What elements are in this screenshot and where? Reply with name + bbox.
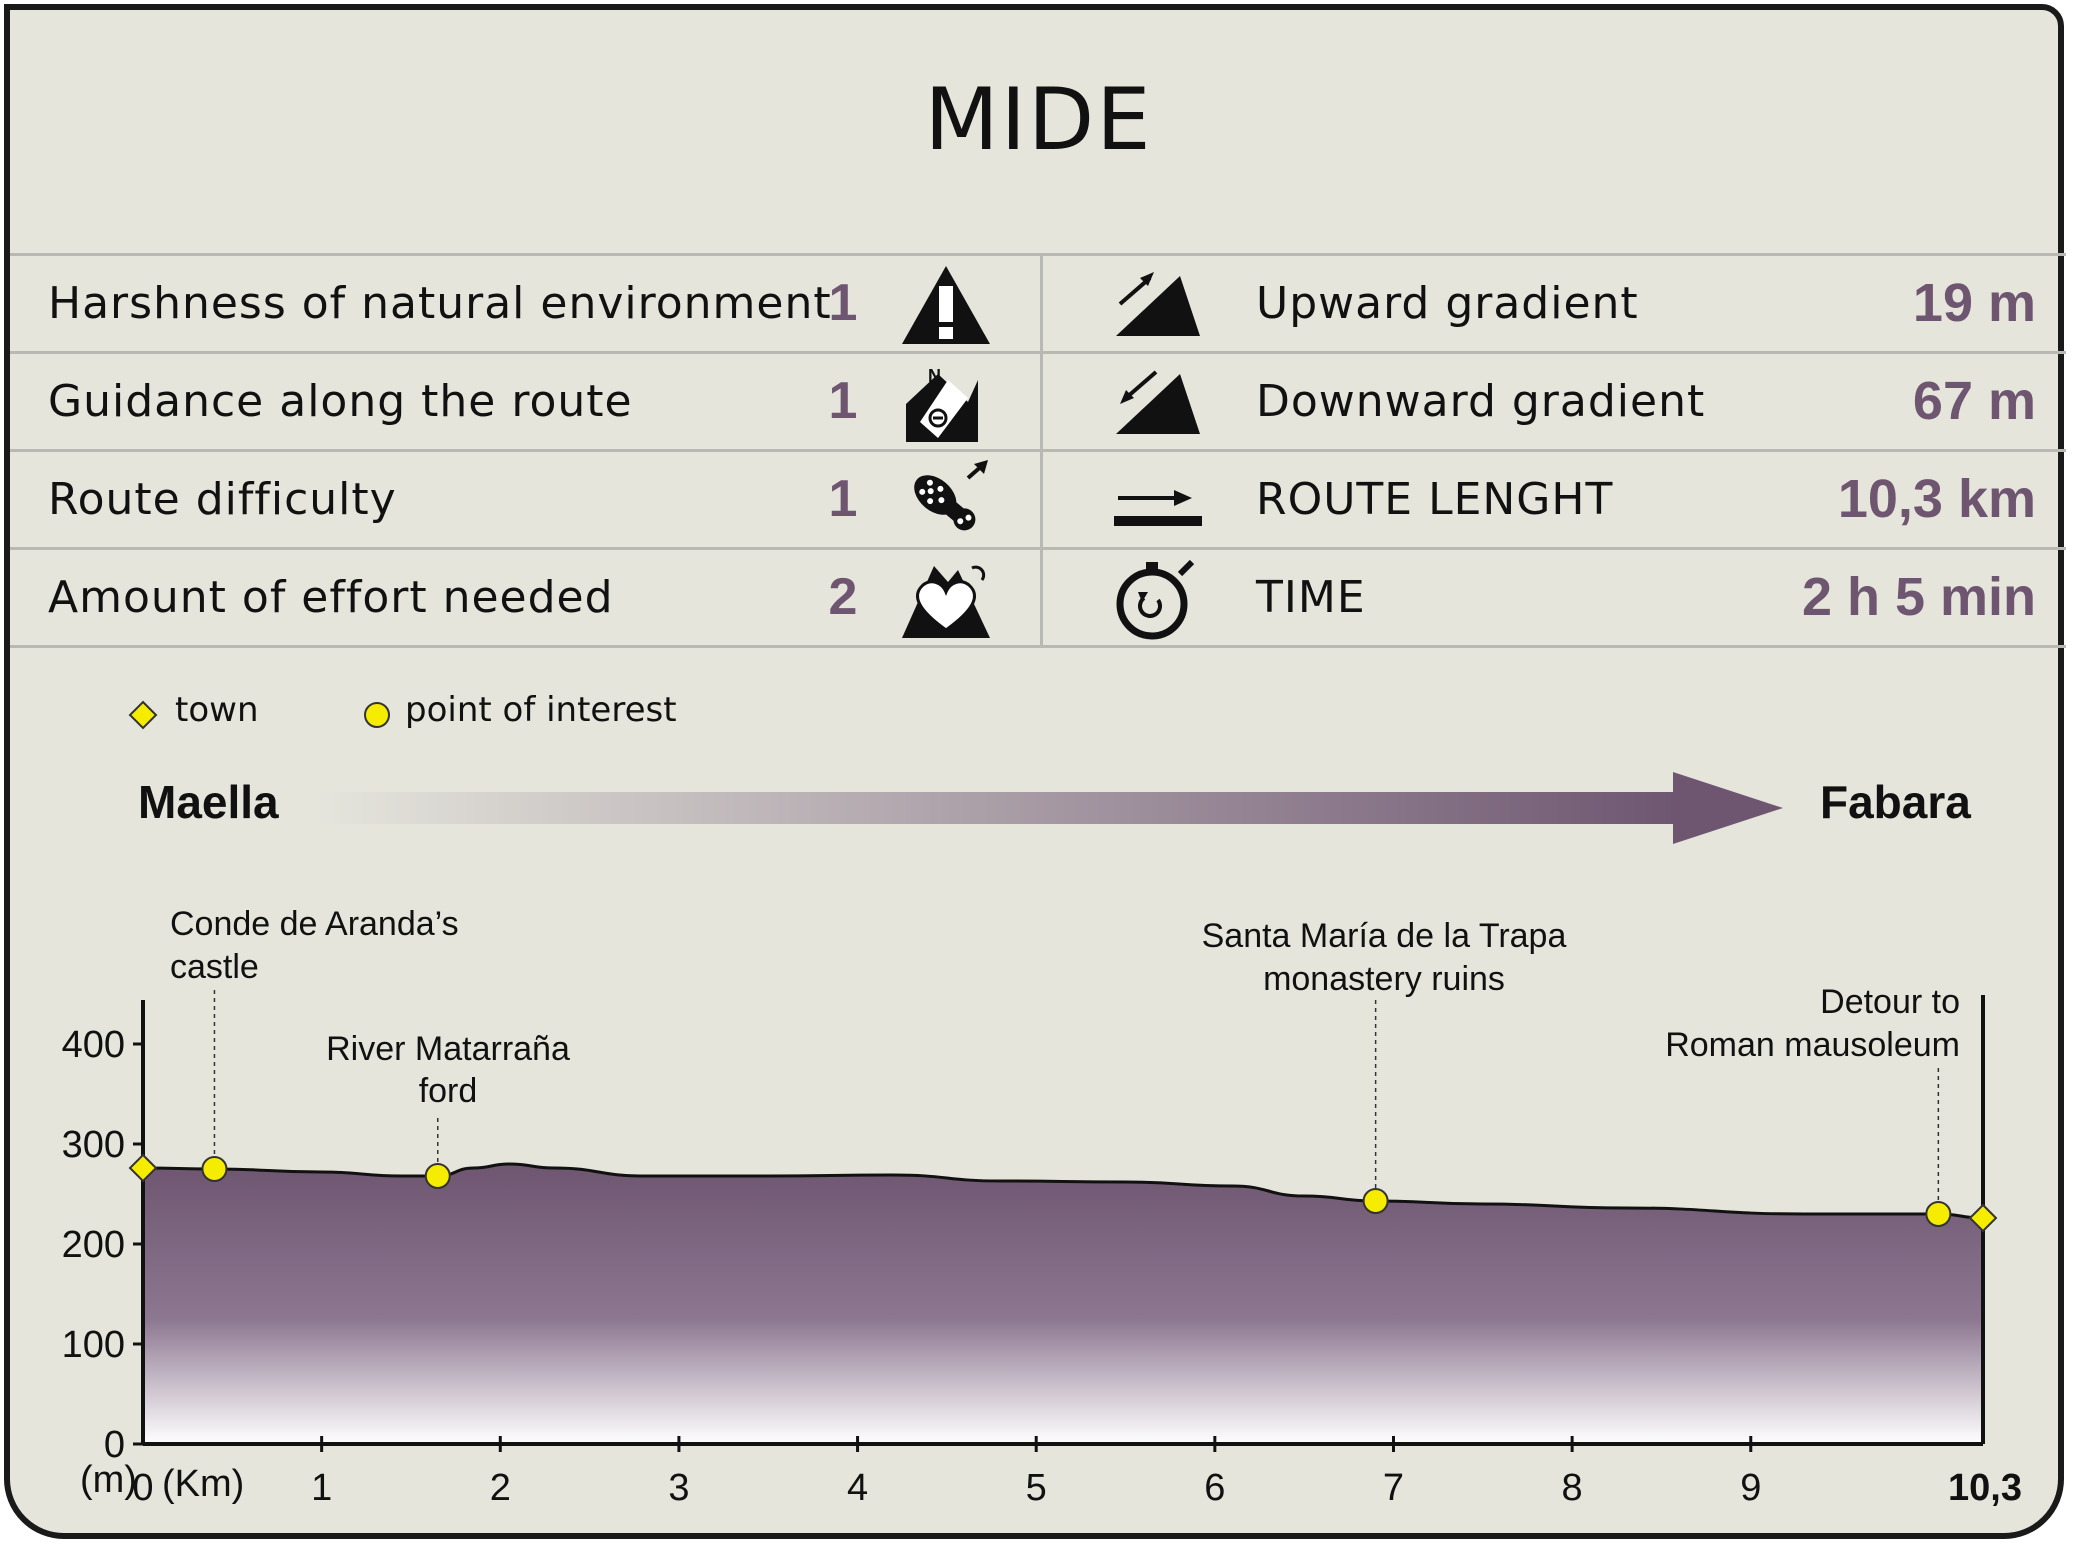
mide-row-guidance: Guidance along the route 1 N Downward gr… [10, 354, 2066, 452]
time-label: TIME [1256, 572, 1366, 623]
page-title: MIDE [924, 70, 1153, 170]
poi-marker [424, 1163, 451, 1189]
y-tick-label: 0 [104, 1424, 125, 1466]
distance-arrow-icon [1114, 490, 1202, 526]
poi-label: Santa María de la Trapa [1202, 917, 1567, 955]
time-value: 2 h 5 min [1801, 567, 2036, 627]
y-tick-label: 400 [62, 1024, 125, 1066]
mide-row-effort: Amount of effort needed 2 TIME 2 h 5 min [10, 550, 2066, 648]
mide-row-difficulty: Route difficulty 1 ROUTE LENGHT [10, 452, 2066, 550]
legend-town-label: town [175, 690, 259, 730]
x-tick-label: 10,3 [1948, 1467, 2022, 1509]
route-length-label: ROUTE LENGHT [1256, 474, 1614, 525]
guidance-score: 1 [828, 372, 858, 430]
poi-legend-icon [364, 702, 390, 728]
x-tick-label: 1 [311, 1467, 332, 1509]
svg-text:N: N [928, 366, 941, 386]
x-tick-label: 3 [668, 1467, 689, 1509]
town-marker [128, 1153, 158, 1183]
difficulty-score: 1 [828, 470, 858, 528]
descent-icon [1116, 370, 1200, 434]
mide-row-harshness: Harshness of natural environment 1 Upwar… [10, 256, 2066, 354]
effort-label: Amount of effort needed [48, 572, 614, 623]
stopwatch-icon [1116, 559, 1195, 640]
route-direction-arrow [318, 772, 1783, 844]
effort-score: 2 [828, 568, 858, 626]
upward-gradient-label: Upward gradient [1256, 278, 1639, 329]
poi-label: Roman mausoleum [1665, 1026, 1960, 1064]
warning-mountain-icon [902, 266, 990, 344]
ascent-icon [1116, 272, 1200, 336]
x-tick-label: 4 [847, 1467, 868, 1509]
x-tick-label: 0 [132, 1467, 153, 1509]
route-length-value: 10,3 km [1837, 469, 2036, 529]
poi-label: Detour to [1820, 983, 1960, 1021]
harshness-label: Harshness of natural environment [48, 278, 832, 329]
upward-gradient-value: 19 m [1912, 273, 2036, 333]
town-legend-icon [128, 700, 158, 730]
mide-table: Harshness of natural environment 1 Upwar… [10, 253, 2066, 648]
guidance-label: Guidance along the route [48, 376, 633, 427]
compass-mountain-icon: N [906, 366, 978, 442]
x-tick-label: 9 [1740, 1467, 1761, 1509]
elevation-line [142, 1162, 1984, 1220]
poi-marker [201, 1156, 228, 1182]
y-tick-label: 300 [62, 1124, 125, 1166]
poi-label: River Matarraña [326, 1030, 570, 1068]
harshness-score: 1 [828, 274, 858, 332]
legend-poi-label: point of interest [405, 690, 677, 730]
x-tick-label: 8 [1562, 1467, 1583, 1509]
x-tick-label: 5 [1026, 1467, 1047, 1509]
mide-column-divider [1040, 256, 1043, 646]
boot-sole-icon [914, 460, 988, 531]
x-tick-label: 6 [1204, 1467, 1225, 1509]
y-axis-unit: (m) [80, 1459, 137, 1501]
poi-label: castle [170, 948, 259, 986]
heart-mountain-icon [902, 565, 990, 638]
y-tick-label: 100 [62, 1324, 125, 1366]
route-end: Fabara [1820, 776, 1971, 828]
y-tick-label: 200 [62, 1224, 125, 1266]
poi-label: ford [419, 1072, 478, 1110]
downward-gradient-label: Downward gradient [1256, 376, 1706, 427]
town-marker [1968, 1203, 1998, 1233]
x-axis-unit: (Km) [162, 1463, 244, 1505]
elevation-area [143, 1164, 1983, 1444]
poi-marker [1925, 1201, 1952, 1227]
poi-marker [1362, 1188, 1389, 1214]
downward-gradient-value: 67 m [1912, 371, 2036, 431]
poi-label: Conde de Aranda’s [170, 905, 459, 943]
x-tick-label: 2 [490, 1467, 511, 1509]
route-start: Maella [138, 776, 279, 828]
x-tick-label: 7 [1383, 1467, 1404, 1509]
poi-label: monastery ruins [1263, 960, 1505, 998]
difficulty-label: Route difficulty [48, 474, 397, 525]
